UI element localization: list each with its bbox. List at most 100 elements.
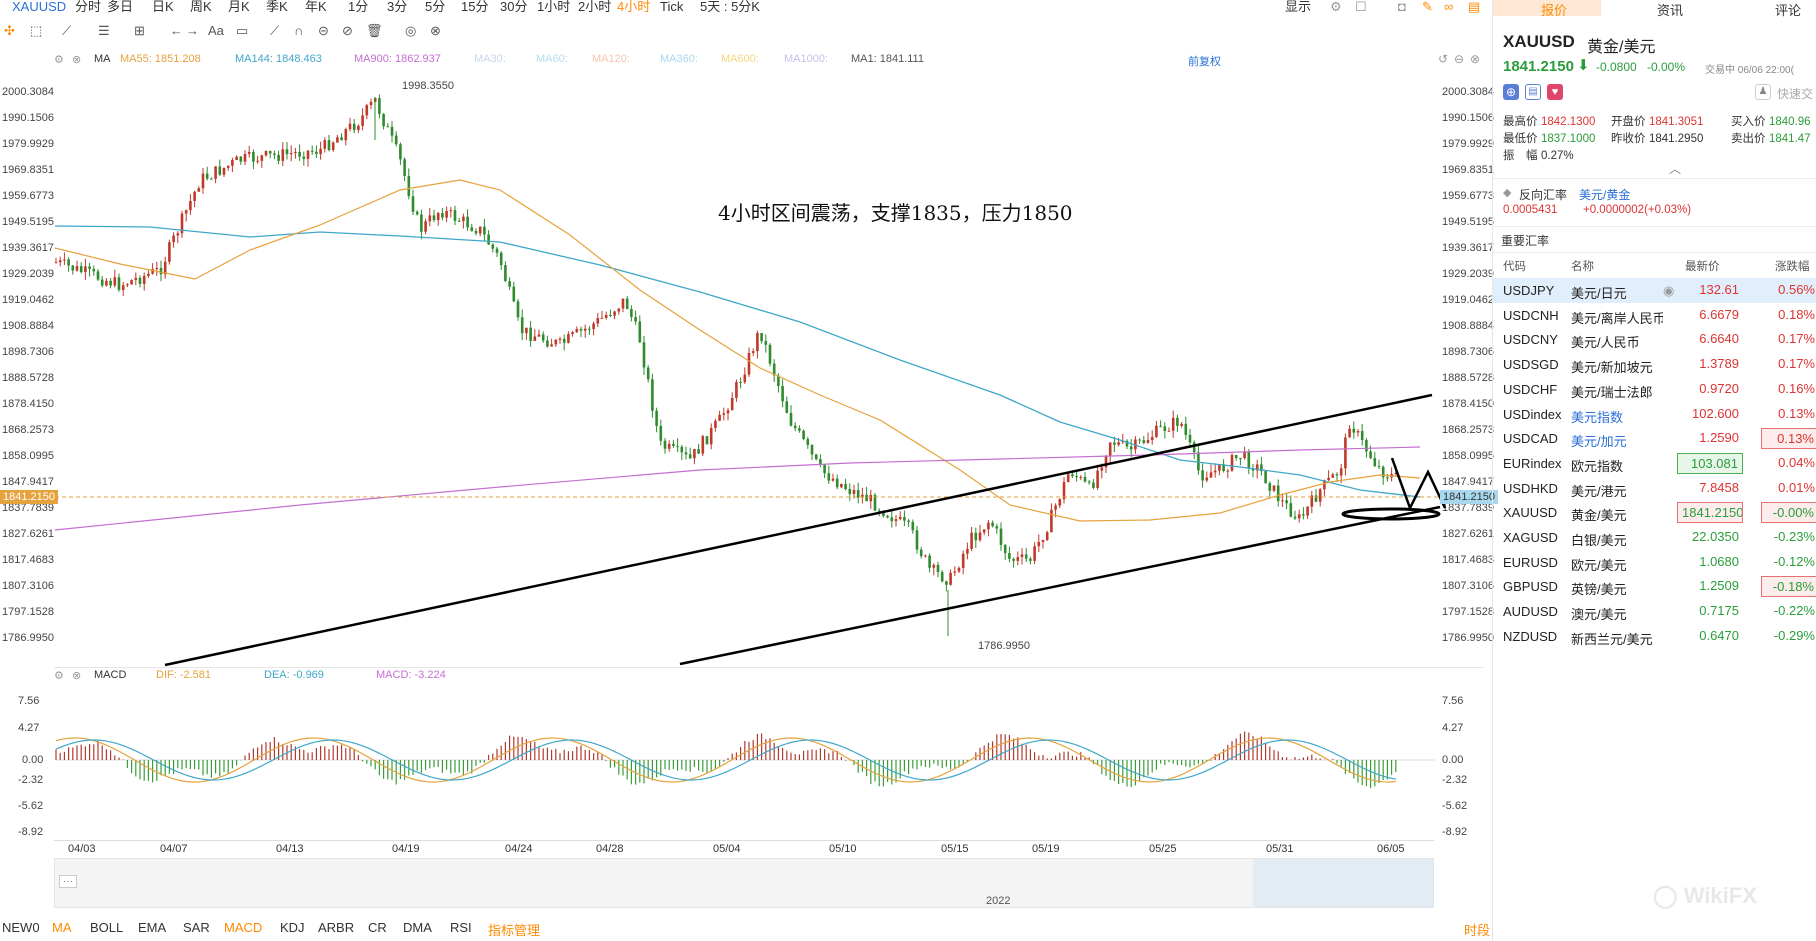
period-year[interactable]: 年K	[305, 0, 327, 14]
macd-close-icon[interactable]: ⊗	[72, 670, 82, 682]
table-row[interactable]: NZDUSD 新西兰元/美元 0.6470 -0.29%	[1493, 624, 1816, 649]
tab-kdj[interactable]: KDJ	[280, 920, 305, 935]
arrow-tool-icon[interactable]: ←	[170, 23, 183, 38]
table-row[interactable]: XAGUSD 白银/美元 22.0350 -0.23%	[1493, 525, 1816, 550]
gear-icon[interactable]: ⚙	[1330, 0, 1342, 14]
period-quarter[interactable]: 季K	[266, 0, 288, 14]
period-2h[interactable]: 2小时	[578, 0, 612, 14]
camera-icon[interactable]: ◘	[1398, 0, 1406, 14]
tab-macd[interactable]: MACD	[224, 920, 263, 935]
tab-ma[interactable]: MA	[52, 920, 72, 935]
comment-icon[interactable]: ▭	[236, 23, 249, 38]
indicator-manage-button[interactable]: 指标管理	[488, 923, 541, 938]
eraser-icon[interactable]: ⊘	[342, 23, 353, 38]
period-month[interactable]: 月K	[228, 0, 250, 14]
crosshair-icon[interactable]: ✣	[4, 23, 15, 38]
text-tool[interactable]: Aa	[208, 23, 224, 38]
table-row[interactable]: GBPUSD 英镑/美元 1.2509 -0.18%	[1493, 574, 1816, 599]
period-day[interactable]: 日K	[152, 0, 174, 14]
reverse-pair[interactable]: 美元/黄金	[1579, 188, 1631, 202]
table-row[interactable]: USDCHF 美元/瑞士法郎 0.9720 0.16%	[1493, 377, 1816, 402]
table-row[interactable]: USDSGD 美元/新加坡元 1.3789 0.17%	[1493, 352, 1816, 377]
table-row[interactable]: USDJPY 美元/日元 ◉ 132.61 0.56%	[1493, 278, 1816, 303]
eye-icon[interactable]: ◉	[1663, 283, 1675, 298]
period-15m[interactable]: 15分	[461, 0, 489, 14]
magnet-icon[interactable]: ∩	[294, 23, 304, 38]
line-tool-icon[interactable]: ⟋	[62, 23, 72, 38]
period-week[interactable]: 周K	[190, 0, 212, 14]
tab-rsi[interactable]: RSI	[450, 920, 472, 935]
time-navigator[interactable]: ··· 2022	[54, 858, 1434, 908]
arrow-right-icon[interactable]: →	[186, 23, 199, 38]
ma-settings-icon[interactable]: ⚙	[54, 54, 64, 66]
period-5m[interactable]: 5分	[425, 0, 446, 14]
favorite-icon[interactable]: ♥	[1547, 84, 1563, 100]
tab-cr[interactable]: CR	[368, 920, 387, 935]
col-name[interactable]: 名称	[1571, 261, 1594, 273]
session-button[interactable]: 时段	[1464, 923, 1491, 938]
table-row[interactable]: USDindex 美元指数 102.600 0.13%	[1493, 402, 1816, 427]
table-row[interactable]: XAUUSD 黄金/美元 1841.2150 -0.00%	[1493, 500, 1816, 525]
table-row[interactable]: USDCNH 美元/离岸人民币 6.6679 0.18%	[1493, 303, 1816, 328]
period-fenshi[interactable]: 分时	[75, 0, 102, 14]
globe-icon[interactable]: ⊕	[1503, 84, 1519, 100]
period-tick[interactable]: Tick	[660, 0, 684, 14]
tab-arbr[interactable]: ARBR	[318, 920, 355, 935]
reset-icon[interactable]: ↺	[1438, 52, 1449, 66]
tab-quote[interactable]: 报价	[1541, 3, 1568, 18]
tab-new0[interactable]: NEW0	[2, 920, 40, 935]
tab-sar[interactable]: SAR	[183, 920, 210, 935]
link-icon[interactable]: ∞	[1444, 0, 1454, 14]
bell-icon[interactable]: ♟	[1755, 84, 1771, 100]
note-icon[interactable]: ▤	[1468, 0, 1481, 14]
tab-news[interactable]: 资讯	[1657, 3, 1684, 18]
period-5day[interactable]: 5天 : 5分K	[700, 0, 760, 14]
minimize-icon[interactable]: ⊖	[1454, 52, 1465, 66]
table-row[interactable]: EURindex 欧元指数 103.081 0.04%	[1493, 451, 1816, 476]
ma-close-icon[interactable]: ⊗	[72, 54, 82, 66]
eye-icon[interactable]: ◎	[405, 23, 417, 38]
col-price[interactable]: 最新价	[1685, 261, 1720, 273]
period-3m[interactable]: 3分	[387, 0, 408, 14]
period-4h[interactable]: 4小时	[617, 0, 651, 14]
display-menu[interactable]: 显示	[1285, 0, 1312, 14]
period-1m[interactable]: 1分	[348, 0, 369, 14]
tab-ema[interactable]: EMA	[138, 920, 167, 935]
trash-icon[interactable]: 🗑	[366, 23, 383, 38]
tab-comments[interactable]: 评论	[1775, 3, 1802, 18]
table-row[interactable]: USDHKD 美元/港元 7.8458 0.01%	[1493, 476, 1816, 501]
quick-trade-button[interactable]: 快速交	[1777, 87, 1814, 101]
col-pct[interactable]: 涨跌幅	[1775, 261, 1810, 273]
macd-chart[interactable]	[0, 690, 1492, 840]
pen-icon[interactable]: ✎	[1422, 0, 1433, 14]
macd-name[interactable]: MACD	[94, 669, 127, 681]
tab-boll[interactable]: BOLL	[90, 920, 124, 935]
lock-icon[interactable]: ⊝	[318, 23, 329, 38]
symbol-label[interactable]: XAUUSD	[12, 0, 67, 14]
period-duori[interactable]: 多日	[107, 0, 134, 14]
col-code[interactable]: 代码	[1503, 261, 1526, 273]
close-pane-icon[interactable]: ⊗	[1470, 52, 1481, 66]
macd-settings-icon[interactable]: ⚙	[54, 670, 64, 682]
table-row[interactable]: USDCAD 美元/加元 1.2590 0.13%	[1493, 426, 1816, 451]
ma-name[interactable]: MA	[94, 53, 111, 65]
collapse-icon[interactable]: ︿	[1669, 162, 1682, 176]
navigator-window[interactable]	[1253, 859, 1433, 907]
period-30m[interactable]: 30分	[500, 0, 528, 14]
tab-dma[interactable]: DMA	[403, 920, 432, 935]
candlestick-chart[interactable]	[0, 0, 1492, 941]
chart-area[interactable]: XAUUSD 分时 多日 日K 周K 月K 季K 年K 1分 3分 5分 15分…	[0, 0, 1498, 941]
fib-tool-icon[interactable]: ☰	[98, 23, 110, 38]
select-icon[interactable]: ⬚	[30, 23, 43, 38]
pencil-tool-icon[interactable]: ⟋	[270, 23, 280, 38]
table-row[interactable]: AUDUSD 澳元/美元 0.7175 -0.22%	[1493, 599, 1816, 624]
clear-icon[interactable]: ⊗	[430, 23, 441, 38]
layout-icon[interactable]: ☐	[1355, 0, 1367, 14]
doc-icon[interactable]: ▤	[1525, 84, 1541, 100]
channel-tool-icon[interactable]: ⊞	[134, 23, 145, 38]
more-icon[interactable]: ···	[59, 875, 77, 888]
period-1h[interactable]: 1小时	[537, 0, 571, 14]
table-row[interactable]: USDCNY 美元/人民币 6.6640 0.17%	[1493, 327, 1816, 352]
table-row[interactable]: EURUSD 欧元/美元 1.0680 -0.12%	[1493, 550, 1816, 575]
adjust-button[interactable]: 前复权	[1188, 56, 1221, 68]
